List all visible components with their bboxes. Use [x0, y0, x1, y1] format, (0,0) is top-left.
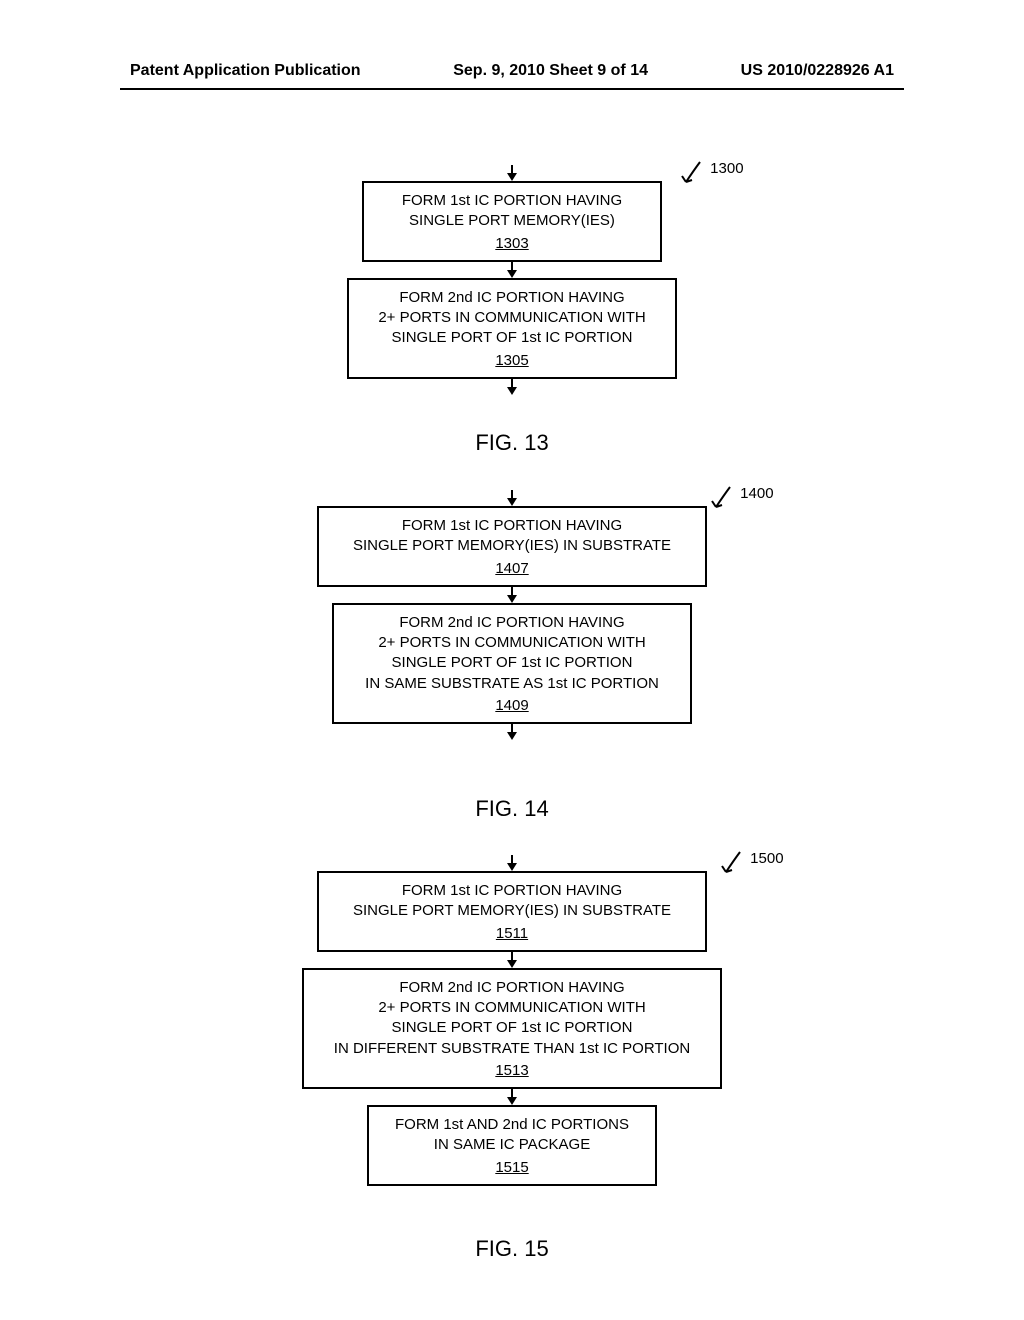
step-1407-num: 1407 [333, 559, 691, 579]
ref-pointer-1400: 1400 [710, 485, 774, 513]
arrow-1513-to-1515 [504, 1089, 520, 1105]
step-1513: FORM 2nd IC PORTION HAVING2+ PORTS IN CO… [302, 968, 722, 1089]
header-left: Patent Application Publication [130, 62, 361, 80]
arrow-1303-to-1305 [504, 262, 520, 278]
step-1409-num: 1409 [348, 696, 676, 716]
step-1303: FORM 1st IC PORTION HAVINGSINGLE PORT ME… [362, 181, 662, 262]
step-1303-text: FORM 1st IC PORTION HAVINGSINGLE PORT ME… [402, 192, 622, 229]
arrow-1407-to-1409 [504, 587, 520, 603]
arrow-out-1305 [504, 379, 520, 395]
ref-pointer-1500: 1500 [720, 850, 784, 878]
page-header: Patent Application Publication Sep. 9, 2… [0, 62, 1024, 80]
step-1513-num: 1513 [318, 1061, 706, 1081]
ref-label-1300: 1300 [710, 160, 743, 177]
ref-label-1500: 1500 [750, 850, 783, 867]
arrow-out-1409 [504, 724, 520, 740]
step-1407-text: FORM 1st IC PORTION HAVINGSINGLE PORT ME… [353, 517, 671, 554]
flowchart-fig14: FORM 1st IC PORTION HAVINGSINGLE PORT ME… [317, 490, 707, 740]
step-1303-num: 1303 [378, 234, 646, 254]
header-right: US 2010/0228926 A1 [741, 62, 894, 80]
header-rule [120, 88, 904, 90]
caption-fig15: FIG. 15 [475, 1236, 548, 1262]
ref-label-1400: 1400 [740, 485, 773, 502]
arrow-in-1511 [504, 855, 520, 871]
header-center: Sep. 9, 2010 Sheet 9 of 14 [453, 62, 648, 80]
step-1409-text: FORM 2nd IC PORTION HAVING2+ PORTS IN CO… [365, 614, 659, 692]
step-1511: FORM 1st IC PORTION HAVINGSINGLE PORT ME… [317, 871, 707, 952]
step-1407: FORM 1st IC PORTION HAVINGSINGLE PORT ME… [317, 506, 707, 587]
ref-pointer-1300: 1300 [680, 160, 744, 188]
step-1511-num: 1511 [333, 924, 691, 944]
step-1305-num: 1305 [363, 351, 661, 371]
step-1513-text: FORM 2nd IC PORTION HAVING2+ PORTS IN CO… [334, 979, 690, 1057]
step-1409: FORM 2nd IC PORTION HAVING2+ PORTS IN CO… [332, 603, 692, 724]
caption-fig13: FIG. 13 [475, 430, 548, 456]
flowchart-fig13: FORM 1st IC PORTION HAVINGSINGLE PORT ME… [347, 165, 677, 395]
step-1515-num: 1515 [383, 1158, 641, 1178]
arrow-in-1407 [504, 490, 520, 506]
step-1511-text: FORM 1st IC PORTION HAVINGSINGLE PORT ME… [353, 882, 671, 919]
arrow-1511-to-1513 [504, 952, 520, 968]
step-1305-text: FORM 2nd IC PORTION HAVING2+ PORTS IN CO… [378, 289, 645, 347]
arrow-in-1303 [504, 165, 520, 181]
step-1515-text: FORM 1st AND 2nd IC PORTIONSIN SAME IC P… [395, 1116, 629, 1153]
step-1305: FORM 2nd IC PORTION HAVING2+ PORTS IN CO… [347, 278, 677, 379]
flowchart-fig15: FORM 1st IC PORTION HAVINGSINGLE PORT ME… [302, 855, 722, 1186]
caption-fig14: FIG. 14 [475, 796, 548, 822]
step-1515: FORM 1st AND 2nd IC PORTIONSIN SAME IC P… [367, 1105, 657, 1186]
